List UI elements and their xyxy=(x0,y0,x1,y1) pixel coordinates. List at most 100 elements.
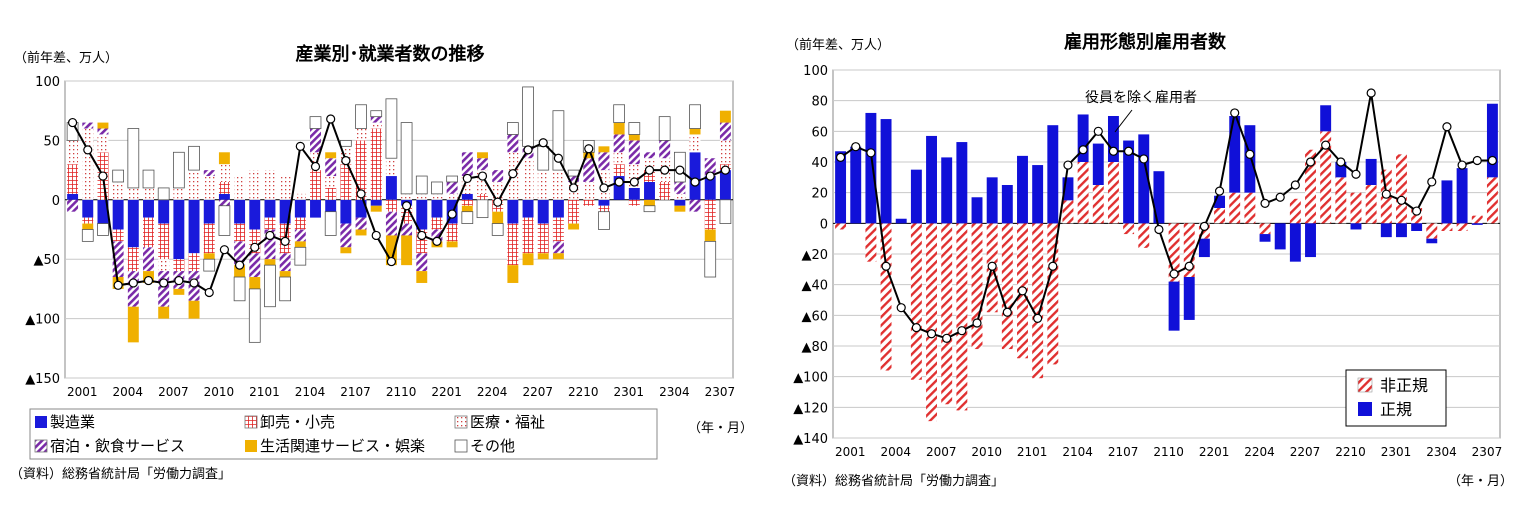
right-bar-正規 xyxy=(1320,105,1332,132)
left-bar-製造業 xyxy=(67,193,79,200)
left-bar-卸売-小売 xyxy=(264,217,276,230)
left-x-tick-label: 2304 xyxy=(659,385,690,399)
left-bar-生活関連サービス-娯楽 xyxy=(461,205,473,212)
left-bar-卸売-小売 xyxy=(613,164,625,177)
right-total-point xyxy=(1184,261,1194,271)
left-bar-製造業 xyxy=(461,193,473,200)
right-bar-正規 xyxy=(1274,223,1286,250)
left-total-point xyxy=(371,230,381,241)
left-bar-製造業 xyxy=(158,199,170,224)
right-bar-正規 xyxy=(1365,158,1377,185)
left-bar-製造業 xyxy=(507,199,519,224)
left-bar-その他 xyxy=(537,145,550,171)
right-y-tick-label: 0 xyxy=(820,217,828,232)
left-bar-その他 xyxy=(324,211,337,236)
right-y-tick-label: 100 xyxy=(803,64,828,79)
left-bar-医療-福祉 xyxy=(613,152,625,165)
left-y-tick-label: 50 xyxy=(43,134,60,149)
left-bar-製造業 xyxy=(431,199,443,218)
right-total-point xyxy=(1033,313,1043,323)
left-total-point xyxy=(174,275,184,286)
left-legend-swatch-宿泊-飲食サービス xyxy=(34,439,48,453)
left-bar-宿泊-飲食サービス xyxy=(234,241,246,266)
left-bar-生活関連サービス-娯楽 xyxy=(568,223,580,230)
left-bar-医療-福祉 xyxy=(340,146,352,165)
left-bar-生活関連サービス-娯楽 xyxy=(416,271,428,283)
left-bar-その他 xyxy=(704,240,717,278)
left-bar-その他 xyxy=(628,122,641,135)
left-bar-卸売-小売 xyxy=(461,199,473,206)
left-bar-宿泊-飲食サービス xyxy=(644,152,655,159)
right-x-tick-label: 2007 xyxy=(926,445,957,459)
left-bar-卸売-小売 xyxy=(401,205,413,224)
left-bar-その他 xyxy=(552,110,565,171)
left-bar-宿泊-飲食サービス xyxy=(264,229,276,260)
left-bar-卸売-小売 xyxy=(431,217,443,230)
left-bar-卸売-小売 xyxy=(158,223,170,260)
left-bar-卸売-小売 xyxy=(294,217,306,230)
left-bar-卸売-小売 xyxy=(188,253,200,272)
left-bar-宿泊-飲食サービス xyxy=(477,158,488,171)
left-bar-その他 xyxy=(385,98,398,159)
left-x-tick-label: 2010 xyxy=(204,385,235,399)
left-bar-その他 xyxy=(522,86,534,147)
right-y-tick-label: ▲140 xyxy=(793,432,828,447)
left-total-point xyxy=(690,177,700,187)
left-x-tick-label: 2107 xyxy=(340,385,371,399)
left-bar-生活関連サービス-娯楽 xyxy=(613,122,625,135)
left-legend-swatch-その他 xyxy=(454,439,468,453)
right-total-point xyxy=(1487,155,1498,166)
left-total-point xyxy=(523,145,533,155)
left-bar-医療-福祉 xyxy=(416,193,428,200)
right-legend-label-非正規: 非正規 xyxy=(1380,376,1428,395)
left-bar-宿泊-飲食サービス xyxy=(552,241,564,254)
left-bar-生活関連サービス-娯楽 xyxy=(340,247,352,254)
left-bar-その他 xyxy=(294,246,307,266)
left-bar-宿泊-飲食サービス xyxy=(583,158,595,182)
left-bar-宿泊-飲食サービス xyxy=(507,134,519,153)
left-bar-生活関連サービス-娯楽 xyxy=(507,265,519,283)
left-bar-生活関連サービス-娯楽 xyxy=(127,306,139,343)
right-bar-正規 xyxy=(971,197,983,224)
left-bar-宿泊-飲食サービス xyxy=(203,170,215,177)
left-bar-医療-福祉 xyxy=(370,122,382,129)
left-bar-卸売-小売 xyxy=(659,181,671,200)
right-bar-非正規 xyxy=(1077,162,1089,224)
right-total-point xyxy=(1260,198,1270,208)
left-y-tick-label: ▲50 xyxy=(33,253,60,268)
right-bar-正規 xyxy=(1032,165,1044,224)
left-bar-その他 xyxy=(689,104,701,129)
right-bar-正規 xyxy=(1001,185,1013,224)
right-bar-非正規 xyxy=(865,223,877,262)
right-y-tick-label: ▲120 xyxy=(793,401,828,416)
right-total-point xyxy=(1427,177,1437,187)
right-bar-非正規 xyxy=(956,223,968,411)
left-bar-宿泊-飲食サービス xyxy=(355,217,367,230)
right-bar-非正規 xyxy=(835,223,847,230)
left-bar-生活関連サービス-娯楽 xyxy=(325,152,337,159)
left-x-tick-label: 2001 xyxy=(67,385,98,399)
right-bar-非正規 xyxy=(1062,200,1074,224)
left-bar-その他 xyxy=(309,116,322,129)
right-total-point xyxy=(1472,155,1482,166)
left-bar-生活関連サービス-娯楽 xyxy=(522,253,534,266)
left-bar-その他 xyxy=(157,187,170,201)
left-bar-その他 xyxy=(598,211,610,230)
right-x-tick-label: 2104 xyxy=(1062,445,1093,459)
left-x-tick-label: 2210 xyxy=(568,385,599,399)
right-total-point xyxy=(1048,261,1058,271)
right-bar-非正規 xyxy=(1350,192,1362,224)
left-bar-宿泊-飲食サービス xyxy=(370,116,382,123)
left-bar-その他 xyxy=(415,175,428,195)
left-bar-製造業 xyxy=(325,199,337,212)
right-x-tick-label: 2207 xyxy=(1290,445,1321,459)
left-bar-生活関連サービス-娯楽 xyxy=(203,253,215,260)
left-chart-title: 産業別･就業者数の推移 xyxy=(296,43,485,65)
right-unit-label: （前年差、万人） xyxy=(786,37,890,53)
left-bar-医療-福祉 xyxy=(249,170,261,200)
left-bar-宿泊-飲食サービス xyxy=(628,140,640,165)
left-bar-医療-福祉 xyxy=(188,170,200,200)
right-y-tick-label: ▲40 xyxy=(801,279,828,294)
right-x-tick-label: 2110 xyxy=(1153,445,1184,459)
